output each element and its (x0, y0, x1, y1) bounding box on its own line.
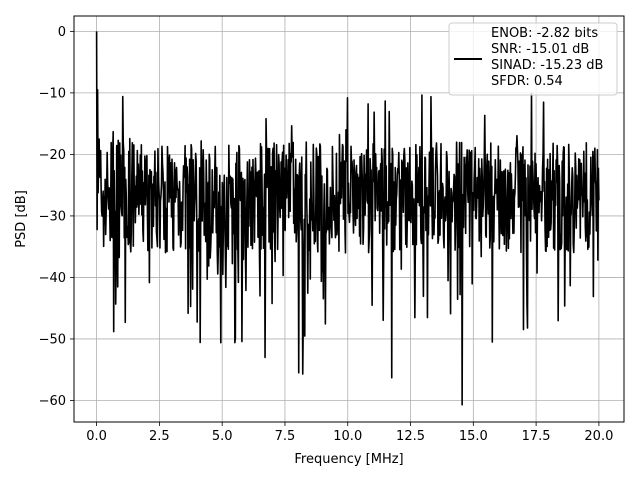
legend-sfdr: SFDR: 0.54 (491, 74, 563, 89)
y-tick-label: −20 (39, 148, 66, 163)
x-tick-label: 17.5 (522, 429, 551, 444)
y-tick-label: −30 (39, 209, 66, 224)
y-tick-label: −50 (39, 332, 66, 347)
x-tick-label: 15.0 (459, 429, 488, 444)
psd-series-line (95, 31, 600, 406)
legend-snr: SNR: -15.01 dB (491, 42, 589, 57)
x-tick-label: 20.0 (584, 429, 613, 444)
x-axis-label: Frequency [MHz] (294, 452, 403, 467)
y-axis-ticks: 0 −10 −20 −30 −40 −50 −60 (39, 25, 74, 409)
x-tick-label: 7.5 (275, 429, 296, 444)
legend-sinad: SINAD: -15.23 dB (491, 58, 603, 73)
y-axis-label: PSD [dB] (14, 190, 29, 248)
x-tick-label: 0.0 (86, 429, 107, 444)
y-tick-label: −40 (39, 271, 66, 286)
series-layer (95, 31, 600, 406)
x-axis-ticks: 0.0 2.5 5.0 7.5 10.0 12.5 15.0 17.5 20.0 (86, 422, 613, 444)
legend-box (448, 22, 618, 96)
x-tick-label: 10.0 (333, 429, 362, 444)
y-tick-label: −10 (39, 86, 66, 101)
x-tick-label: 2.5 (149, 429, 170, 444)
plot-frame (73, 15, 625, 423)
x-tick-label: 12.5 (396, 429, 425, 444)
legend: ENOB: -2.82 bits SNR: -15.01 dB SINAD: -… (448, 22, 618, 96)
legend-enob: ENOB: -2.82 bits (491, 26, 598, 41)
x-tick-label: 5.0 (212, 429, 233, 444)
y-tick-label: −60 (39, 394, 66, 409)
y-tick-label: 0 (58, 25, 66, 40)
